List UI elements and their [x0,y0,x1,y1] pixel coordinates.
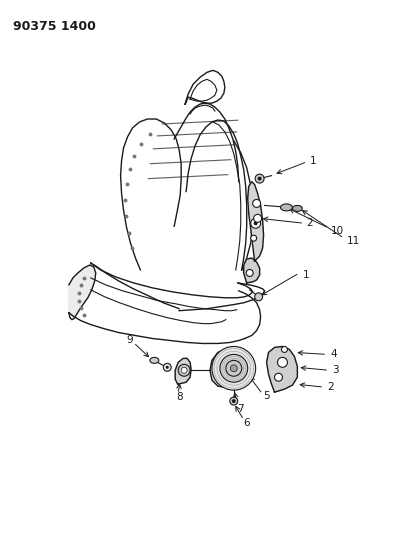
Circle shape [220,354,248,382]
Circle shape [255,174,264,183]
Circle shape [166,366,169,369]
Circle shape [255,293,263,301]
Polygon shape [69,265,96,320]
Ellipse shape [280,204,292,211]
Circle shape [178,365,190,376]
Text: 1: 1 [302,270,309,280]
Circle shape [226,360,242,376]
Text: 10: 10 [331,226,344,236]
Circle shape [258,176,262,181]
Text: 1: 1 [310,156,317,166]
Circle shape [278,357,287,367]
Ellipse shape [292,205,302,212]
Circle shape [230,397,238,405]
Circle shape [246,270,253,277]
Text: 2: 2 [306,219,313,228]
Circle shape [251,219,260,228]
Polygon shape [248,182,264,261]
Circle shape [253,199,260,207]
Circle shape [230,365,237,372]
Circle shape [282,346,287,352]
Text: 6: 6 [244,418,250,428]
Text: 2: 2 [327,382,334,392]
Polygon shape [244,258,260,283]
Text: 8: 8 [176,392,183,402]
Polygon shape [175,358,191,384]
Circle shape [254,214,262,222]
Circle shape [163,364,171,372]
Text: 3: 3 [332,365,339,375]
Text: 7: 7 [237,404,243,414]
Circle shape [251,235,257,241]
Polygon shape [267,346,298,392]
Polygon shape [210,348,252,387]
Text: 4: 4 [330,350,337,359]
Circle shape [254,221,258,225]
Circle shape [232,399,236,403]
Circle shape [212,346,256,390]
Ellipse shape [150,357,159,364]
Circle shape [274,373,282,381]
Text: 11: 11 [347,236,360,246]
Circle shape [181,367,187,373]
Text: 5: 5 [264,391,270,401]
Text: 9: 9 [127,335,133,345]
Text: 90375 1400: 90375 1400 [13,20,96,33]
